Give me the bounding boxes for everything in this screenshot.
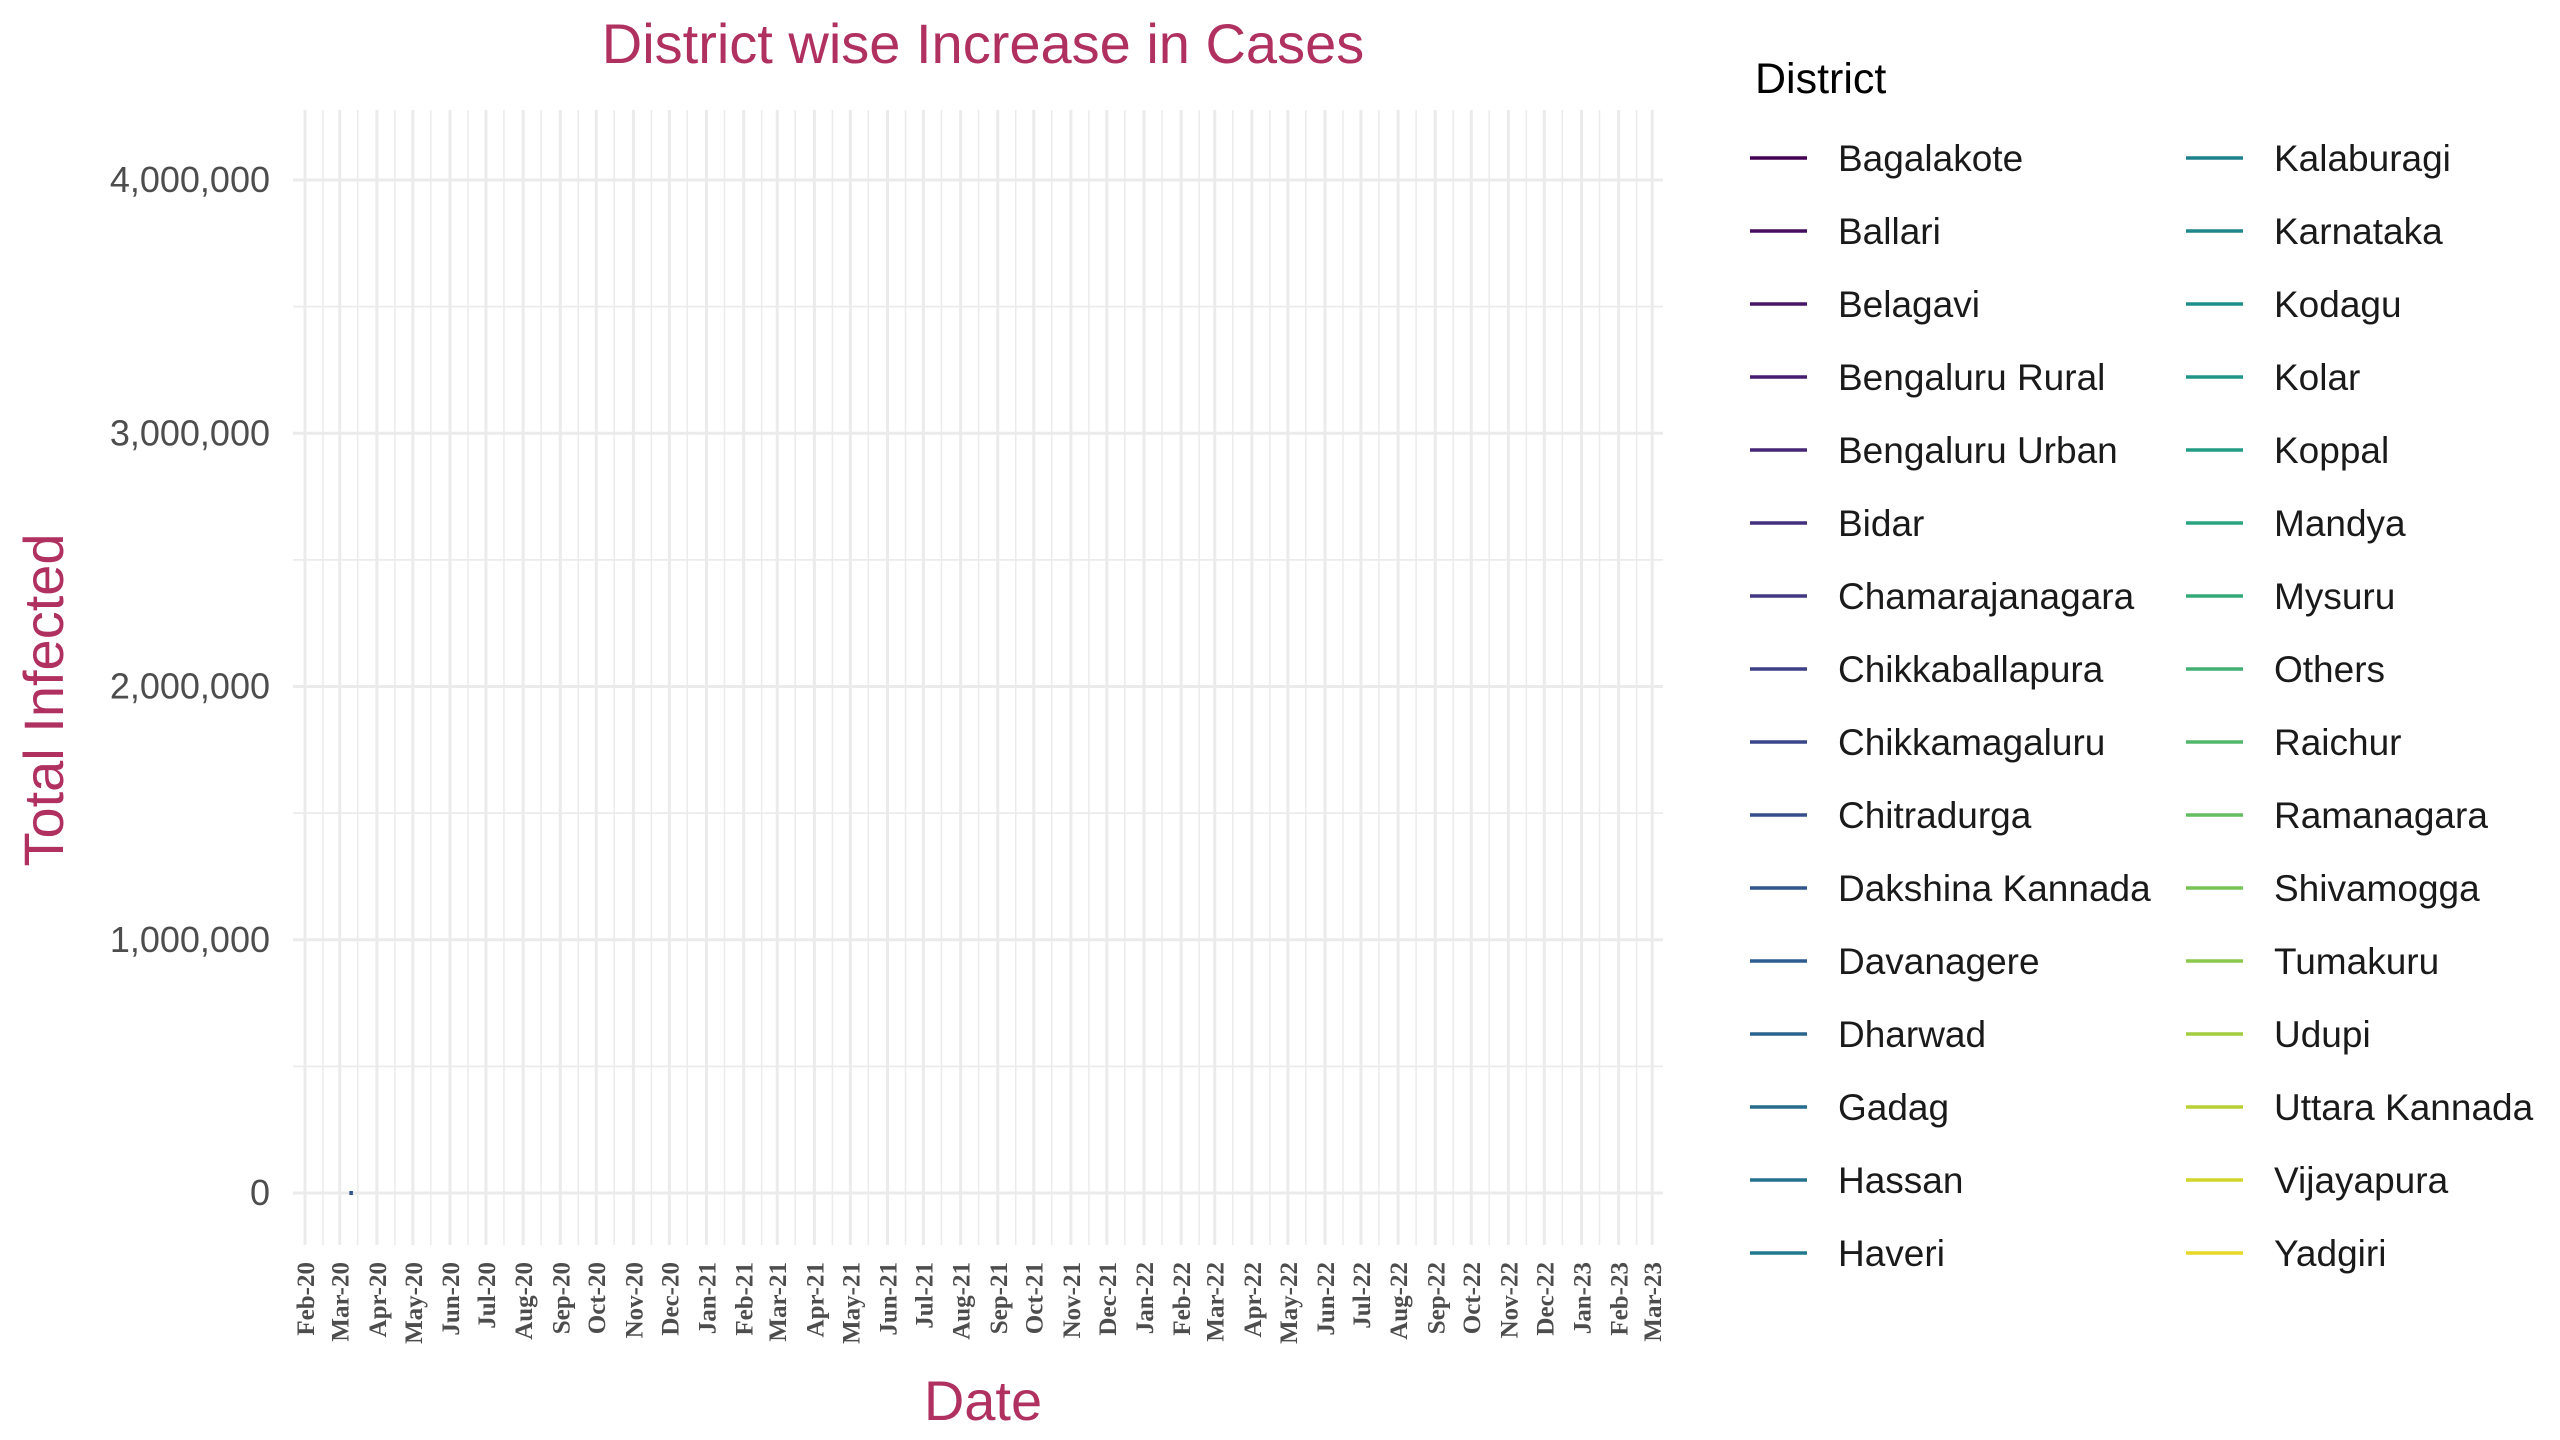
legend-label: Bidar: [1838, 503, 1924, 544]
x-tick-label: Jan-21: [695, 1262, 722, 1334]
legend-label: Bagalakote: [1838, 138, 2023, 179]
legend-label: Hassan: [1838, 1160, 1963, 1201]
x-tick-label: Mar-20: [328, 1262, 355, 1342]
x-tick-label: Oct-22: [1459, 1262, 1486, 1334]
chart-title: District wise Increase in Cases: [602, 12, 1364, 75]
x-axis-label: Date: [924, 1369, 1042, 1432]
x-tick-label: Dec-21: [1095, 1262, 1122, 1336]
x-tick-label: Aug-22: [1386, 1262, 1413, 1340]
x-tick-label: Mar-23: [1640, 1262, 1667, 1342]
x-tick-label: Jun-20: [438, 1262, 465, 1336]
legend-items: Bagalakote Ballari Belagavi Bengaluru Rural…: [1750, 138, 2534, 1274]
legend-label: Gadag: [1838, 1087, 1949, 1128]
x-tick-label: Jul-21: [911, 1262, 938, 1329]
legend-label: Koppal: [2274, 430, 2389, 471]
x-tick-label: Jan-22: [1132, 1262, 1159, 1334]
x-tick-label: Nov-21: [1059, 1262, 1086, 1338]
legend: District Bagalakote Ballari Belagavi Bengal…: [1750, 55, 2534, 1274]
x-axis-ticks: Feb-20 Mar-20 Apr-20 May-20 Jun-20 Jul-20 Aug-…: [293, 1262, 1667, 1344]
x-tick-label: Nov-22: [1496, 1262, 1523, 1338]
legend-label: Chamarajanagara: [1838, 576, 2135, 617]
legend-label: Chikkamagaluru: [1838, 722, 2105, 763]
legend-label: Kolar: [2274, 357, 2360, 398]
x-tick-label: Mar-22: [1203, 1262, 1230, 1342]
x-tick-label: Feb-23: [1607, 1262, 1634, 1336]
x-tick-label: Jun-21: [876, 1262, 903, 1336]
legend-label: Udupi: [2274, 1014, 2371, 1055]
legend-label: Raichur: [2274, 722, 2402, 763]
legend-label: Ballari: [1838, 211, 1941, 252]
x-tick-label: Feb-22: [1169, 1262, 1196, 1336]
x-tick-label: Aug-20: [511, 1262, 538, 1340]
legend-label: Bengaluru Urban: [1838, 430, 2118, 471]
x-tick-label: May-21: [838, 1262, 865, 1344]
major-gridlines: [293, 110, 1663, 1245]
y-tick-label: 0: [250, 1172, 270, 1213]
x-tick-label: Dec-20: [657, 1262, 684, 1336]
x-tick-label: May-20: [401, 1262, 428, 1344]
x-tick-label: Dec-22: [1532, 1262, 1559, 1336]
x-tick-label: Oct-20: [584, 1262, 611, 1334]
x-tick-label: Mar-21: [765, 1262, 792, 1342]
legend-label: Mysuru: [2274, 576, 2395, 617]
legend-label: Mandya: [2274, 503, 2406, 544]
y-axis-label: Total Infected: [12, 533, 75, 866]
legend-label: Davanagere: [1838, 941, 2040, 982]
legend-title: District: [1755, 55, 1886, 103]
y-tick-label: 1,000,000: [110, 919, 270, 960]
x-tick-label: Jan-23: [1569, 1262, 1596, 1334]
legend-label: Chitradurga: [1838, 795, 2032, 836]
x-tick-label: Oct-21: [1022, 1262, 1049, 1334]
x-tick-label: Nov-20: [621, 1262, 648, 1338]
x-tick-label: Sep-22: [1423, 1262, 1450, 1334]
y-tick-label: 2,000,000: [110, 666, 270, 707]
legend-label: Ramanagara: [2274, 795, 2488, 836]
legend-label: Yadgiri: [2274, 1233, 2386, 1274]
legend-label: Dakshina Kannada: [1838, 868, 2151, 909]
y-tick-label: 3,000,000: [110, 412, 270, 453]
legend-label: Chikkaballapura: [1838, 649, 2104, 690]
legend-label: Shivamogga: [2274, 868, 2480, 909]
x-tick-label: Feb-21: [732, 1262, 759, 1336]
legend-label: Others: [2274, 649, 2385, 690]
x-tick-label: Apr-21: [802, 1262, 829, 1337]
legend-label: Vijayapura: [2274, 1160, 2449, 1201]
y-axis-ticks: 0 1,000,000 2,000,000 3,000,000 4,000,000: [110, 159, 270, 1213]
x-tick-label: Jul-22: [1349, 1262, 1376, 1329]
x-tick-label: Jul-20: [474, 1262, 501, 1329]
x-tick-label: Apr-20: [365, 1262, 392, 1337]
x-tick-label: Jun-22: [1313, 1262, 1340, 1336]
x-tick-label: Apr-22: [1240, 1262, 1267, 1337]
minor-gridlines: [293, 110, 1663, 1245]
legend-label: Kalaburagi: [2274, 138, 2451, 179]
legend-label: Tumakuru: [2274, 941, 2439, 982]
legend-label: Dharwad: [1838, 1014, 1986, 1055]
x-tick-label: Aug-21: [949, 1262, 976, 1340]
legend-label: Haveri: [1838, 1233, 1945, 1274]
y-tick-label: 4,000,000: [110, 159, 270, 200]
x-tick-label: Sep-20: [548, 1262, 575, 1334]
legend-label: Kodagu: [2274, 284, 2402, 325]
legend-label: Uttara Kannada: [2274, 1087, 2534, 1128]
legend-label: Belagavi: [1838, 284, 1980, 325]
x-tick-label: Sep-21: [986, 1262, 1013, 1334]
x-tick-label: May-22: [1276, 1262, 1303, 1344]
legend-label: Karnataka: [2274, 211, 2443, 252]
x-tick-label: Feb-20: [293, 1262, 320, 1336]
legend-label: Bengaluru Rural: [1838, 357, 2105, 398]
